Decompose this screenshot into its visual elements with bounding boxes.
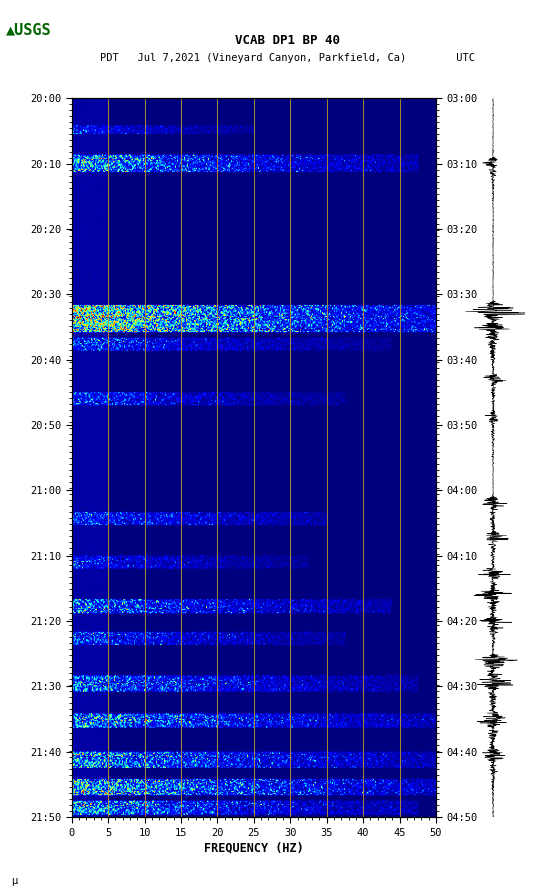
Text: PDT   Jul 7,2021 (Vineyard Canyon, Parkfield, Ca)        UTC: PDT Jul 7,2021 (Vineyard Canyon, Parkfie…: [99, 53, 475, 63]
Text: VCAB DP1 BP 40: VCAB DP1 BP 40: [235, 34, 339, 46]
Text: ▲USGS: ▲USGS: [6, 22, 51, 38]
X-axis label: FREQUENCY (HZ): FREQUENCY (HZ): [204, 842, 304, 855]
Text: μ: μ: [11, 876, 17, 886]
